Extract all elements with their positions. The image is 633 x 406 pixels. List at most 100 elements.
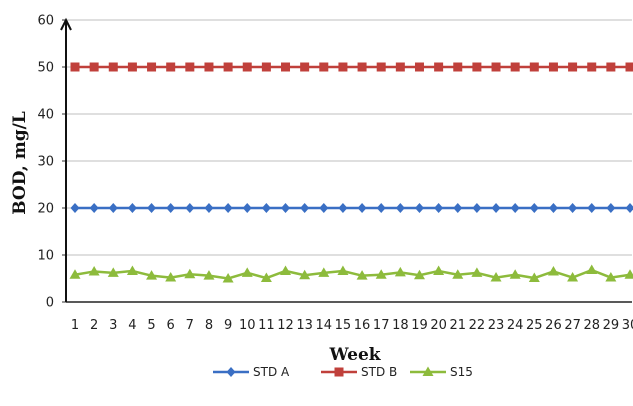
data-point-std-a-week-10 [242,203,252,213]
data-point-std-b-week-23 [491,62,501,72]
data-point-std-a-week-18 [395,203,405,213]
gridlines [66,19,632,256]
x-tick-label-11: 11 [258,318,275,333]
y-tick-label-20: 20 [37,202,54,217]
data-point-std-b-week-10 [242,62,252,72]
data-point-std-b-week-20 [434,62,444,72]
data-point-s15-week-3 [107,267,119,277]
data-point-std-b-week-2 [89,62,99,72]
y-tick-label-0: 0 [46,296,54,311]
x-axis-title: Week [328,345,381,365]
legend-marker-std-b [334,367,344,377]
data-point-s15-week-18 [394,266,406,277]
data-point-std-b-week-22 [472,62,482,72]
x-tick-label-9: 9 [224,318,232,333]
data-point-std-b-week-17 [376,62,386,72]
x-tick-label-8: 8 [205,318,213,333]
data-point-std-b-week-6 [166,62,176,72]
data-point-std-b-week-28 [587,62,597,72]
data-point-s15-week-7 [184,268,196,279]
data-point-std-b-week-16 [357,62,367,72]
data-point-s15-week-28 [586,264,598,275]
data-point-s15-week-25 [528,272,540,283]
data-point-s15-week-17 [375,269,387,279]
data-point-std-a-week-27 [568,203,578,213]
x-tick-label-19: 19 [411,318,428,333]
data-point-std-a-week-13 [300,203,310,213]
data-point-std-a-week-8 [204,203,214,213]
data-point-std-a-week-22 [472,203,482,213]
data-point-std-a-week-11 [261,203,271,213]
data-point-s15-week-29 [605,272,617,282]
legend-label-s15: S15 [450,365,473,379]
data-point-s15-week-10 [241,267,253,277]
legend-label-std-a: STD A [253,365,290,379]
series-line-s15 [74,268,631,280]
data-point-s15-week-20 [433,265,445,275]
x-tick-label-15: 15 [335,318,352,333]
data-point-std-a-week-28 [587,203,597,213]
data-point-s15-week-8 [203,270,215,280]
data-point-std-a-week-23 [491,203,501,213]
data-point-std-b-week-27 [568,62,578,72]
data-point-std-b-week-3 [108,62,118,72]
x-tick-label-28: 28 [583,318,600,333]
data-point-s15-week-24 [509,269,521,279]
data-point-std-b-week-18 [395,62,405,72]
series-s15 [69,264,633,283]
data-point-s15-week-13 [299,269,311,280]
data-point-std-a-week-3 [108,203,118,213]
x-tick-label-22: 22 [469,318,486,333]
data-point-std-a-week-2 [89,203,99,213]
data-point-std-b-week-5 [147,62,157,72]
x-tick-label-29: 29 [603,318,620,333]
y-tick-label-60: 60 [37,14,54,29]
data-point-s15-week-30 [624,269,633,279]
data-point-std-b-week-12 [281,62,291,72]
legend: STD A STD B S15 [213,365,473,379]
data-point-std-b-week-19 [414,62,424,72]
data-point-std-a-week-19 [414,203,424,213]
y-axis-arrowhead [60,17,72,31]
data-point-std-a-week-17 [376,203,386,213]
data-point-std-b-week-24 [510,62,520,72]
data-point-s15-week-21 [452,269,464,279]
data-point-s15-week-22 [471,267,483,277]
data-point-std-b-week-21 [453,62,463,72]
data-point-s15-week-2 [88,265,100,276]
data-point-std-a-week-16 [357,203,367,213]
y-tick-label-30: 30 [37,155,54,170]
x-tick-label-4: 4 [128,318,136,333]
x-tick-label-13: 13 [296,318,313,333]
x-tick-label-24: 24 [507,318,524,333]
data-point-std-b-week-25 [529,62,539,72]
x-tick-label-1: 1 [71,318,79,333]
legend-label-std-b: STD B [361,365,397,379]
data-point-s15-week-4 [126,265,138,275]
data-point-std-b-week-13 [300,62,310,72]
data-point-std-a-week-29 [606,203,616,213]
x-tick-label-20: 20 [430,318,447,333]
x-tick-label-12: 12 [277,318,294,333]
legend-item-s15: S15 [410,365,473,379]
data-point-std-b-week-4 [127,62,137,72]
legend-item-std-b: STD B [321,365,397,379]
x-tick-label-21: 21 [449,318,466,333]
data-point-s15-week-26 [547,265,559,276]
legend-marker-std-a [226,367,236,377]
data-point-std-b-week-9 [223,62,233,72]
data-point-std-a-week-5 [147,203,157,213]
x-tick-label-10: 10 [239,318,256,333]
x-tick-label-30: 30 [622,318,633,333]
x-tick-label-14: 14 [316,318,333,333]
data-point-s15-week-6 [165,272,177,282]
x-tick-label-26: 26 [545,318,562,333]
data-point-std-a-week-6 [166,203,176,213]
x-tick-label-16: 16 [354,318,371,333]
data-point-std-a-week-14 [319,203,329,213]
x-tick-label-6: 6 [167,318,175,333]
y-axis-ticks: 0 10 20 30 40 50 60 [37,14,66,311]
data-point-s15-week-23 [490,272,502,282]
data-point-std-a-week-30 [625,203,633,213]
data-point-std-a-week-25 [529,203,539,213]
